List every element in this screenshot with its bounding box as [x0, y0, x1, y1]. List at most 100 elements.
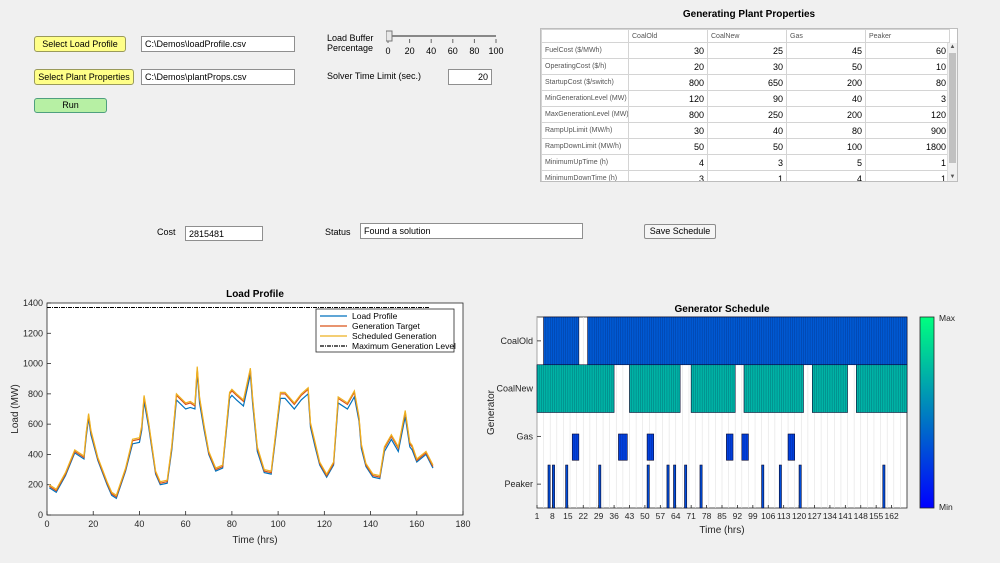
x-tick-label: 106 — [761, 511, 775, 521]
table-cell[interactable]: 650 — [707, 74, 787, 91]
table-cell[interactable]: 90 — [707, 90, 787, 107]
scroll-up-arrow[interactable]: ▲ — [949, 44, 956, 50]
x-tick-label: 15 — [563, 511, 573, 521]
plant-table-title: Generating Plant Properties — [682, 9, 816, 20]
table-cell[interactable]: 900 — [865, 122, 950, 139]
table-cell[interactable]: 80 — [786, 122, 866, 139]
x-tick-label: 8 — [550, 511, 555, 521]
row-header: MaxGenerationLevel (MW) — [541, 106, 629, 123]
select-load-profile-button[interactable]: Select Load Profile — [34, 36, 126, 52]
table-cell[interactable]: 45 — [786, 42, 866, 59]
x-tick-label: 180 — [455, 519, 470, 529]
y-category-label: CoalOld — [500, 336, 533, 346]
run-button[interactable]: Run — [34, 98, 107, 113]
x-tick-label: 155 — [869, 511, 883, 521]
x-tick-label: 162 — [884, 511, 898, 521]
table-row: MinimumDownTime (h) 3 1 4 1 — [541, 170, 950, 181]
x-tick-label: 60 — [181, 519, 191, 529]
select-plant-properties-button[interactable]: Select Plant Properties — [34, 69, 134, 85]
row-header: MinimumUpTime (h) — [541, 154, 629, 171]
table-cell[interactable]: 80 — [865, 74, 950, 91]
column-header[interactable]: CoalOld — [628, 29, 708, 43]
table-cell[interactable]: 50 — [786, 58, 866, 75]
table-cell[interactable]: 1 — [707, 170, 787, 181]
x-tick-label: 78 — [702, 511, 712, 521]
x-tick-label: 57 — [656, 511, 666, 521]
x-axis-label: Time (hrs) — [699, 525, 744, 536]
load-profile-chart: 0 20 40 60 80 100 120 140 160 180 0 200 400 600 800 100… — [0, 280, 480, 545]
table-cell[interactable]: 800 — [628, 74, 708, 91]
y-category-label: Peaker — [504, 479, 533, 489]
column-header[interactable]: Peaker — [865, 29, 950, 43]
plant-properties-table[interactable]: CoalOld CoalNew Gas Peaker FuelCost ($/MWh)… — [540, 28, 958, 182]
table-corner — [541, 29, 629, 43]
table-cell[interactable]: 3 — [628, 170, 708, 181]
table-cell[interactable]: 1 — [865, 170, 950, 181]
x-axis-label: Time (hrs) — [232, 535, 277, 545]
x-tick-label: 80 — [227, 519, 237, 529]
table-cell[interactable]: 5 — [786, 154, 866, 171]
table-cell[interactable]: 50 — [707, 138, 787, 155]
table-cell[interactable]: 1800 — [865, 138, 950, 155]
plant-properties-path-field[interactable]: C:\Demos\plantProps.csv — [141, 69, 295, 85]
table-cell[interactable]: 20 — [628, 58, 708, 75]
table-cell[interactable]: 50 — [628, 138, 708, 155]
schedule-block — [761, 464, 765, 509]
legend-entry-label: Maximum Generation Level — [352, 341, 456, 351]
save-schedule-button[interactable]: Save Schedule — [644, 224, 716, 239]
x-tick-label: 0 — [44, 519, 49, 529]
table-cell[interactable]: 3 — [865, 90, 950, 107]
slider-tick-label: 20 — [404, 46, 415, 56]
legend-entry-label: Load Profile — [352, 311, 398, 321]
schedule-block — [571, 433, 580, 461]
scroll-down-arrow[interactable]: ▼ — [949, 174, 956, 180]
x-tick-label: 160 — [409, 519, 424, 529]
buffer-label-line1: Load Buffer — [327, 33, 374, 43]
table-scrollbar[interactable]: ▲ ▼ — [947, 43, 957, 181]
y-tick-label: 800 — [28, 389, 43, 399]
table-cell[interactable]: 30 — [628, 122, 708, 139]
chart-title: Generator Schedule — [674, 304, 769, 315]
table-row: FuelCost ($/MWh) 30 25 45 60 — [541, 42, 950, 59]
table-cell[interactable]: 30 — [707, 58, 787, 75]
table-cell[interactable]: 250 — [707, 106, 787, 123]
table-cell[interactable]: 3 — [707, 154, 787, 171]
schedule-block — [726, 433, 734, 461]
load-buffer-slider[interactable]: 0 20 40 60 80 100 — [385, 30, 504, 60]
y-tick-label: 1400 — [23, 298, 43, 308]
y-tick-label: 400 — [28, 449, 43, 459]
x-tick-label: 22 — [579, 511, 589, 521]
table-cell[interactable]: 120 — [865, 106, 950, 123]
x-tick-label: 85 — [717, 511, 727, 521]
row-header: StartupCost ($/switch) — [541, 74, 629, 91]
table-cell[interactable]: 1 — [865, 154, 950, 171]
table-cell[interactable]: 40 — [786, 90, 866, 107]
table-cell[interactable]: 10 — [865, 58, 950, 75]
generator-schedule-chart: CoalOld CoalNew Gas Peaker 1 8 15 22 29 36 43 50 57 6… — [486, 304, 956, 536]
solver-time-field[interactable]: 20 — [448, 69, 492, 85]
schedule-block — [673, 464, 677, 509]
table-cell[interactable]: 30 — [628, 42, 708, 59]
column-header[interactable]: Gas — [786, 29, 866, 43]
table-cell[interactable]: 200 — [786, 74, 866, 91]
colorbar-max-label: Max — [939, 313, 956, 323]
status-field: Found a solution — [360, 223, 583, 239]
slider-tick-label: 100 — [488, 46, 504, 56]
table-cell[interactable]: 800 — [628, 106, 708, 123]
column-header[interactable]: CoalNew — [707, 29, 787, 43]
table-cell[interactable]: 120 — [628, 90, 708, 107]
table-cell[interactable]: 200 — [786, 106, 866, 123]
table-cell[interactable]: 4 — [786, 170, 866, 181]
slider-tick-label: 0 — [385, 46, 391, 56]
table-cell[interactable]: 100 — [786, 138, 866, 155]
x-tick-label: 64 — [671, 511, 681, 521]
load-profile-path-field[interactable]: C:\Demos\loadProfile.csv — [141, 36, 295, 52]
y-tick-label: 200 — [28, 480, 43, 490]
legend-entry-label: Scheduled Generation — [352, 331, 437, 341]
table-cell[interactable]: 40 — [707, 122, 787, 139]
table-cell[interactable]: 25 — [707, 42, 787, 59]
table-cell[interactable]: 60 — [865, 42, 950, 59]
scroll-thumb[interactable] — [949, 53, 956, 163]
table-cell[interactable]: 4 — [628, 154, 708, 171]
